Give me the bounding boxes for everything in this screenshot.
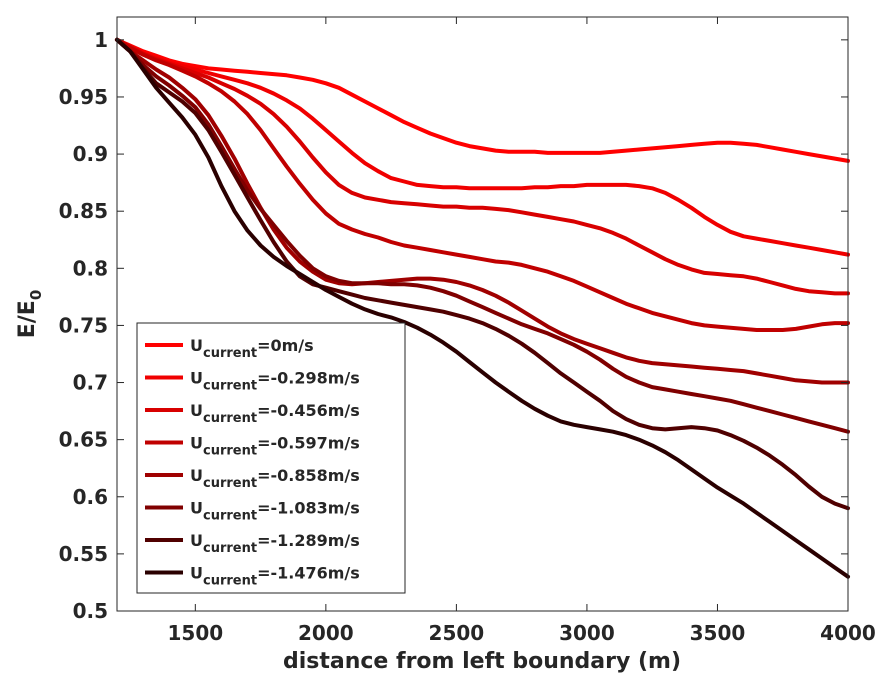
- legend-entry: Ucurrent=0m/s: [145, 336, 314, 361]
- legend-label-value: =-0.456m/s: [257, 401, 360, 420]
- legend-box: [136, 322, 406, 594]
- legend-label-symbol: U: [190, 564, 203, 583]
- series-line-3: [115, 37, 850, 296]
- legend-label: Ucurrent=0m/s: [190, 336, 314, 361]
- legend-label-subscript: current: [203, 509, 257, 524]
- legend-label-subscript: current: [203, 476, 257, 491]
- legend-label-value: =-1.083m/s: [257, 499, 360, 518]
- legend-label-subscript: current: [203, 541, 257, 556]
- legend-label-value: =-0.858m/s: [257, 466, 360, 485]
- legend-label-symbol: U: [190, 336, 203, 355]
- legend-label-value: =-0.597m/s: [257, 434, 360, 453]
- legend-label-value: =-1.476m/s: [257, 564, 360, 583]
- legend-entry: Ucurrent=-0.858m/s: [145, 466, 360, 491]
- legend-label-subscript: current: [203, 444, 257, 459]
- x-tick-label: 2000: [298, 621, 354, 645]
- x-tick-label: 1500: [167, 621, 223, 645]
- y-axis-ticks: 0.5 0.55 0.6 0.65 0.7 0.75 0.8 0.85 0.9 0.95 1: [59, 28, 848, 623]
- y-tick-label: 0.9: [73, 142, 108, 166]
- x-tick-label: 2500: [429, 621, 485, 645]
- legend-entry: Ucurrent=-0.456m/s: [145, 401, 360, 426]
- legend-entry: Ucurrent=-0.298m/s: [145, 369, 360, 394]
- y-axis-label-sub: 0: [27, 290, 45, 300]
- legend-label: Ucurrent=-0.597m/s: [190, 434, 360, 459]
- y-tick-label: 0.6: [73, 485, 108, 509]
- series-line-2: [115, 37, 850, 257]
- y-tick-label: 0.95: [59, 85, 108, 109]
- y-tick-label: 0.85: [59, 199, 108, 223]
- x-tick-label: 3500: [690, 621, 746, 645]
- legend-label-symbol: U: [190, 531, 203, 550]
- legend-label: Ucurrent=-1.083m/s: [190, 499, 360, 524]
- legend-entry: Ucurrent=-1.476m/s: [145, 564, 360, 589]
- legend-label: Ucurrent=-1.289m/s: [190, 531, 360, 556]
- x-tick-label: 4000: [820, 621, 876, 645]
- series-line-1: [115, 37, 850, 163]
- legend-label: Ucurrent=-1.476m/s: [190, 564, 360, 589]
- legend-label-symbol: U: [190, 466, 203, 485]
- axes-box: [116, 16, 849, 612]
- y-tick-label: 0.8: [73, 256, 108, 280]
- legend-label-symbol: U: [190, 434, 203, 453]
- legend-label: Ucurrent=-0.858m/s: [190, 466, 360, 491]
- legend-entry: Ucurrent=-1.289m/s: [145, 531, 360, 556]
- legend-entries: Ucurrent=0m/sUcurrent=-0.298m/sUcurrent=…: [145, 336, 360, 589]
- legend-label-symbol: U: [190, 369, 203, 388]
- series-line-4: [115, 37, 850, 332]
- y-axis-label-main: E/E: [15, 300, 40, 338]
- y-tick-label: 0.7: [73, 371, 108, 395]
- legend-label-subscript: current: [203, 411, 257, 426]
- series-line-8: [115, 37, 850, 579]
- y-tick-label: 0.55: [59, 542, 108, 566]
- series-line-7: [115, 37, 850, 511]
- legend-label-value: =-0.298m/s: [257, 369, 360, 388]
- y-tick-label: 0.5: [73, 599, 108, 623]
- series-line-6: [115, 37, 850, 434]
- legend-label: Ucurrent=-0.456m/s: [190, 401, 360, 426]
- y-tick-label: 0.65: [59, 428, 108, 452]
- legend-label-subscript: current: [203, 346, 257, 361]
- series-layer: [115, 37, 850, 579]
- legend-label-subscript: current: [203, 574, 257, 589]
- x-axis-label: distance from left boundary (m): [283, 649, 681, 674]
- series-line-5: [115, 37, 850, 385]
- legend-entry: Ucurrent=-0.597m/s: [145, 434, 360, 459]
- legend: Ucurrent=0m/sUcurrent=-0.298m/sUcurrent=…: [136, 322, 406, 594]
- x-axis-ticks: 1500 2000 2500 3000 3500 4000: [167, 17, 876, 645]
- y-tick-label: 1: [94, 28, 108, 52]
- legend-label-value: =-1.289m/s: [257, 531, 360, 550]
- legend-entry: Ucurrent=-1.083m/s: [145, 499, 360, 524]
- legend-label-symbol: U: [190, 401, 203, 420]
- legend-label: Ucurrent=-0.298m/s: [190, 369, 360, 394]
- x-tick-label: 3000: [559, 621, 615, 645]
- y-axis-label: E/E0: [15, 290, 45, 339]
- legend-label-symbol: U: [190, 499, 203, 518]
- y-tick-label: 0.75: [59, 313, 108, 337]
- legend-label-subscript: current: [203, 379, 257, 394]
- legend-label-value: =0m/s: [257, 336, 314, 355]
